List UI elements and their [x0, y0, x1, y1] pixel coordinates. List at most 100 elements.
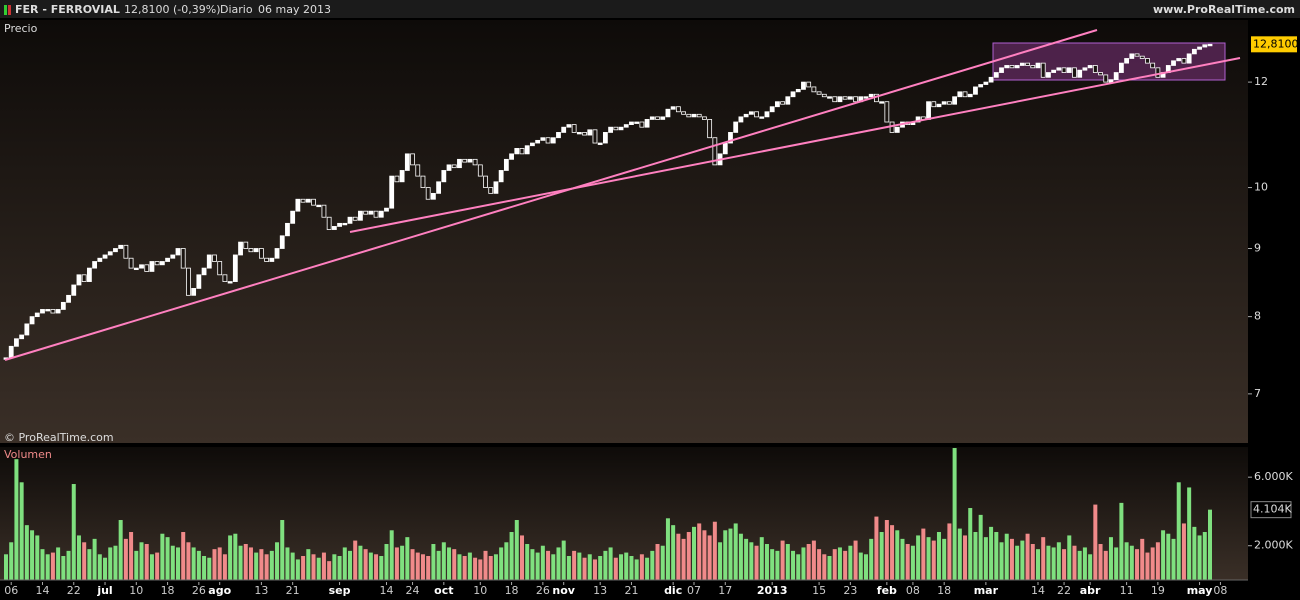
volume-bar	[1030, 544, 1035, 580]
candle	[76, 274, 82, 286]
x-tick-label: 06	[4, 584, 18, 597]
candle	[1171, 60, 1176, 66]
volume-bar	[848, 545, 853, 580]
symbol: FER - FERROVIAL	[15, 3, 120, 16]
candle	[816, 91, 822, 95]
volume-bar	[118, 520, 123, 580]
volume-bar	[337, 556, 342, 580]
candle	[430, 192, 436, 200]
volume-bar	[353, 540, 358, 580]
candle	[748, 111, 754, 115]
volume-bar	[493, 554, 498, 580]
volume-bar	[952, 448, 957, 580]
candle	[493, 181, 499, 194]
candle	[337, 222, 342, 227]
candle	[352, 216, 358, 221]
candle	[472, 158, 478, 166]
volume-bar	[1140, 538, 1145, 580]
candle	[629, 121, 634, 125]
volume-bar	[723, 530, 728, 580]
x-tick-label: 24	[406, 584, 420, 597]
volume-bar	[473, 557, 478, 580]
volume-bar	[639, 554, 644, 580]
date: 06 may 2013	[258, 3, 331, 16]
candle	[1191, 48, 1197, 55]
candle	[613, 126, 619, 131]
volume-bar	[1093, 504, 1098, 580]
volume-bar	[806, 544, 811, 580]
volume-bar	[358, 545, 363, 580]
candle	[446, 164, 452, 171]
candle	[1155, 67, 1161, 78]
volume-bar	[1103, 550, 1108, 580]
volume-bar	[92, 538, 97, 580]
candle	[665, 108, 671, 118]
candle	[623, 124, 629, 128]
volume-bar	[431, 544, 436, 580]
volume-bar	[243, 544, 248, 580]
volume-bar	[1208, 509, 1212, 580]
volume-bar	[1119, 502, 1124, 580]
volume-bar	[780, 540, 785, 580]
x-tick-label: abr	[1080, 584, 1101, 597]
volume-bar	[916, 535, 921, 580]
volume-bar	[864, 554, 868, 580]
volume-bar	[290, 552, 295, 580]
x-tick-label: 13	[593, 584, 607, 597]
volume-bar	[973, 532, 978, 580]
volume-bar	[139, 542, 144, 580]
candle	[86, 267, 92, 282]
volume-bar	[947, 523, 952, 580]
candle	[1082, 67, 1088, 71]
candle	[483, 175, 488, 188]
candle	[1009, 65, 1015, 69]
volume-bar	[348, 550, 352, 580]
candle	[571, 124, 577, 133]
candle	[1113, 72, 1119, 81]
volume-bar	[1015, 545, 1020, 580]
candle	[457, 158, 462, 169]
candle	[154, 261, 160, 266]
x-tick-label: 18	[937, 584, 951, 597]
volume-bar	[634, 559, 639, 580]
volume-bar	[749, 542, 754, 580]
volume-bar	[499, 547, 504, 580]
quote: 12,8100 (-0,39%)	[124, 3, 220, 16]
volume-bar	[103, 557, 108, 580]
candle	[300, 198, 306, 203]
volume-bar	[692, 526, 696, 580]
candle	[8, 345, 14, 359]
volume-bar	[1181, 523, 1186, 580]
candle	[274, 248, 280, 259]
x-tick-label: 18	[505, 584, 519, 597]
candle	[45, 309, 51, 312]
candle	[1019, 62, 1025, 66]
candle	[759, 116, 765, 119]
volume-bar	[165, 537, 170, 580]
panel-title: Volumen	[4, 448, 52, 461]
volume-bar	[957, 528, 962, 580]
candle	[535, 139, 541, 144]
candle	[368, 210, 374, 215]
volume-bar	[879, 532, 884, 580]
candle	[258, 248, 264, 259]
candle	[71, 284, 77, 296]
candle	[311, 198, 316, 206]
volume-bar	[686, 532, 691, 580]
x-tick-label: 14	[35, 584, 49, 597]
candle	[675, 106, 681, 113]
candle	[618, 126, 624, 131]
volume-bar	[1129, 545, 1134, 580]
volume-bar	[426, 556, 431, 580]
volume-bar	[629, 556, 634, 580]
candle	[936, 103, 942, 108]
candle	[144, 264, 150, 272]
candle	[420, 175, 426, 188]
volume-bar	[936, 532, 941, 580]
candle	[107, 251, 113, 256]
candle	[451, 164, 457, 169]
volume-bar	[452, 549, 457, 580]
x-tick-label: 21	[624, 584, 638, 597]
candle	[321, 204, 327, 218]
volume-bar	[384, 544, 389, 580]
